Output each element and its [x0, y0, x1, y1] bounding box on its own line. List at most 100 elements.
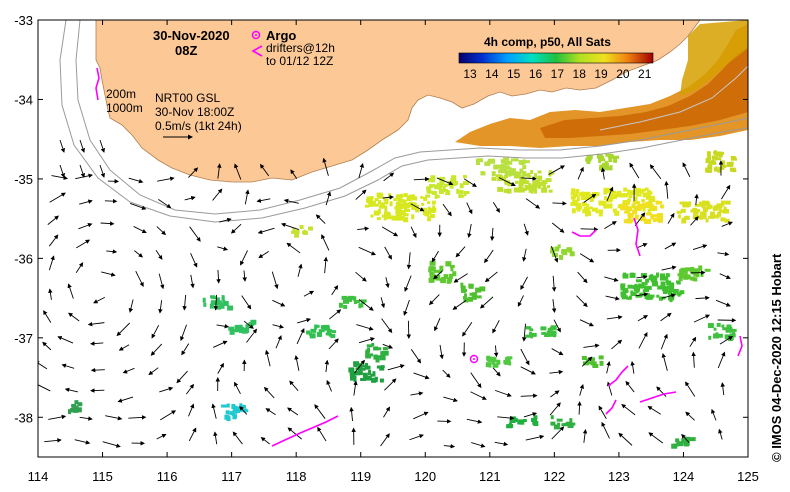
current-vector-arrow [99, 139, 105, 153]
sst-pixel [661, 281, 665, 286]
sst-pixel [475, 287, 482, 293]
isobath-extra [599, 65, 748, 131]
sst-pixel [623, 205, 630, 210]
lon-tick-label: 123 [608, 469, 630, 484]
warm-land-edge [680, 20, 748, 96]
current-vector-arrow [287, 407, 299, 416]
sst-pixel [582, 202, 586, 206]
sst-pixel [665, 275, 669, 280]
sst-pixel [676, 210, 682, 214]
sst-pixel [684, 436, 691, 441]
sst-pixel [225, 410, 230, 415]
sst-pixel [519, 168, 524, 174]
sst-pixel [627, 189, 631, 195]
sst-pixel [591, 207, 598, 212]
sst-pixel [638, 203, 645, 209]
sst-pixel [498, 175, 504, 179]
argo-float-marker[interactable] [469, 354, 479, 364]
map-time: 08Z [175, 43, 197, 58]
sst-pixel [400, 203, 407, 209]
sst-pixel [629, 213, 634, 219]
current-vector-arrow [188, 167, 199, 178]
longitude-axis: 114 115 116 117 118 119 120 121 122 123 124 125 [28, 20, 759, 484]
sst-pixel [690, 209, 694, 213]
current-vector-arrow [410, 203, 425, 212]
current-vector-arrow [259, 163, 270, 177]
sst-pixel [724, 334, 731, 340]
current-vector-arrow [240, 250, 248, 266]
sst-pixel [603, 190, 608, 195]
sst-pixel [303, 229, 307, 233]
sst-pixel [223, 300, 229, 306]
current-vector-arrow [693, 314, 711, 323]
current-vector-arrow [470, 391, 487, 400]
sst-pixel [534, 179, 541, 185]
sst-pixel [318, 329, 325, 333]
sst-pixel [635, 294, 642, 298]
sst-pixel [484, 161, 490, 166]
current-vector-arrow [180, 324, 187, 342]
sst-pixel [533, 421, 539, 427]
sst-pixel [464, 289, 468, 293]
current-vector-arrow [638, 331, 648, 349]
current-vector-arrow [521, 323, 527, 342]
current-vector-arrow [637, 315, 649, 322]
current-vector-arrow [553, 319, 561, 333]
current-vector-arrow [692, 244, 708, 251]
sst-pixel [515, 180, 519, 184]
sst-pixel [591, 192, 598, 196]
sst-pixel [692, 207, 698, 211]
sst-pixel [681, 218, 687, 224]
current-vector-arrow [551, 222, 565, 233]
sst-pixel [715, 151, 722, 157]
product-time: 30-Nov 18:00Z [155, 105, 234, 119]
current-vector-arrow [49, 192, 66, 203]
current-vector-arrow [158, 300, 163, 314]
sst-pixel [365, 362, 369, 367]
current-vector-arrow [242, 270, 247, 282]
sst-pixel [468, 283, 474, 289]
colorbar-tick-label: 13 [463, 67, 477, 81]
current-vector-arrow [431, 250, 439, 263]
sst-pixel [518, 183, 524, 187]
current-vector-arrow [155, 250, 163, 260]
sst-pixel [642, 289, 649, 293]
current-vector-arrow [439, 344, 444, 360]
current-vector-arrow [413, 176, 430, 182]
sst-pixel [451, 175, 455, 179]
lon-tick-label: 118 [286, 469, 307, 484]
sst-pixel [694, 277, 698, 282]
current-vector-arrow [303, 290, 315, 297]
sst-pixel [649, 198, 656, 203]
sst-pixel [446, 279, 451, 284]
sst-pixel [630, 272, 634, 278]
current-vector-arrow [275, 335, 282, 349]
sst-pixel [624, 210, 631, 214]
sst-pixel [665, 273, 670, 278]
current-vector-arrow [290, 169, 298, 180]
sst-pixel [714, 155, 718, 161]
sst-pixel [238, 328, 244, 333]
sst-pixel [585, 157, 591, 162]
sst-pixel [722, 327, 728, 331]
sst-pixel [406, 209, 411, 213]
plot-frame [37, 19, 749, 458]
current-vector-arrow [79, 416, 93, 421]
current-vector-arrow [219, 217, 232, 223]
sst-pixel [716, 203, 723, 209]
current-vector-arrow [243, 320, 254, 329]
sst-pixel [372, 371, 376, 377]
sst-pixel [386, 212, 391, 217]
sst-pixel [550, 327, 554, 331]
sst-pixel [718, 333, 723, 338]
sst-pixel [430, 266, 436, 272]
current-vector-arrow [611, 339, 623, 350]
sst-pixel [431, 190, 437, 195]
sst-pixel [666, 280, 672, 286]
sst-pixel [620, 292, 624, 296]
sst-pixel [524, 185, 531, 191]
sst-pixel [598, 155, 605, 160]
sst-pixel [443, 183, 448, 187]
sst-pixel [598, 158, 602, 164]
sst-pixel [641, 281, 645, 287]
